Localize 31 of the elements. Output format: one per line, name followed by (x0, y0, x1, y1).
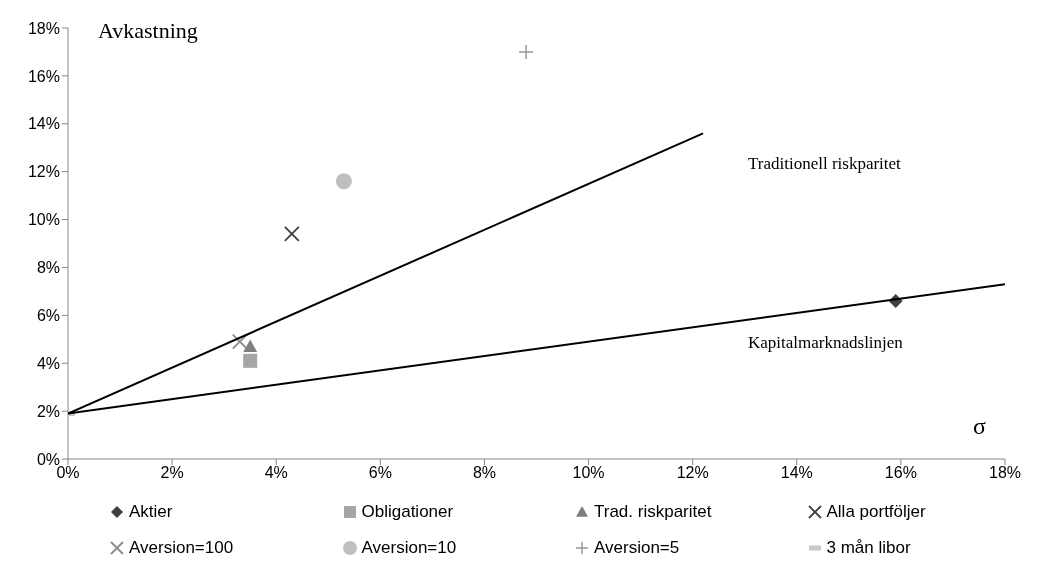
x-tick-label: 6% (368, 464, 392, 482)
x-tick-label: 2% (160, 464, 184, 482)
y-tick-label: 8% (36, 259, 60, 277)
legend-label: Obligationer (361, 502, 454, 522)
x-tick-label: 12% (676, 464, 709, 482)
legend-label: Alla portföljer (826, 502, 926, 522)
x-tick-label: 10% (572, 464, 605, 482)
x-tick-label: 18% (988, 464, 1022, 482)
x-tick-label: 14% (780, 464, 813, 482)
y-axis-title: Avkastning (98, 18, 198, 44)
x-tick-label: 16% (884, 464, 917, 482)
legend-label: Aversion=100 (129, 538, 234, 558)
y-tick-label: 4% (36, 354, 60, 372)
y-tick-label: 12% (27, 163, 60, 181)
y-tick-label: 6% (36, 307, 60, 325)
x-tick-label: 8% (472, 464, 497, 482)
legend-label: 3 mån libor (826, 538, 911, 558)
y-tick-label: 10% (27, 211, 60, 229)
legend-label: Aversion=5 (594, 538, 680, 558)
legend-label: Aktier (129, 502, 173, 522)
legend-label: Aversion=10 (361, 538, 457, 558)
y-tick-label: 14% (27, 115, 60, 133)
x-tick-label: 0% (56, 464, 80, 482)
annotation: Traditionell riskparitet (748, 154, 901, 174)
y-tick-label: 18% (27, 19, 60, 37)
y-tick-label: 2% (36, 402, 60, 420)
annotation: Kapitalmarknadslinjen (748, 333, 903, 353)
legend-label: Trad. riskparitet (594, 502, 712, 522)
x-tick-label: 4% (264, 464, 288, 482)
y-tick-label: 16% (27, 67, 60, 85)
x-axis-title: σ (973, 413, 986, 440)
